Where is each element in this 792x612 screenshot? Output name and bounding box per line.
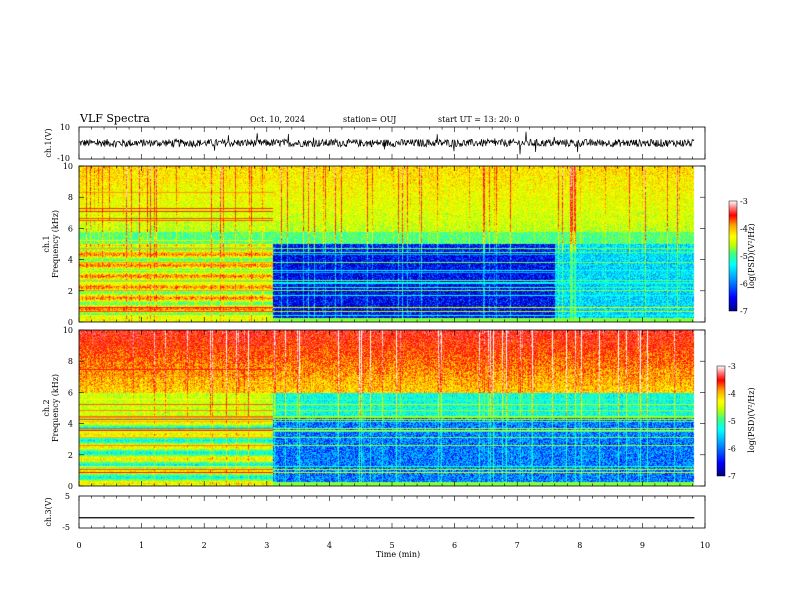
ch1-waveform-line-group [78, 131, 695, 155]
colorbar-tick-label: -3 [728, 362, 736, 371]
ch1-spectrogram-panel: 0 2 4 6 8 10 ch.1 Frequency (kHz) [42, 162, 706, 327]
ch1-waveform-line [78, 131, 695, 155]
ch2-spectrogram-ytick-labels: 0 2 4 6 8 10 [63, 326, 73, 491]
frequency-tick-label: 4 [68, 256, 73, 265]
colorbar-tick-label: -5 [728, 417, 736, 426]
ch1-colorbar: -3 -4 -5 -6 -7 log(PSD)(V²/Hz) [728, 197, 756, 316]
ch1-spectrogram-heatmap [79, 166, 705, 322]
frequency-tick-label: 0 [68, 482, 73, 491]
time-axis-tick-label: 3 [264, 541, 269, 550]
ch1-waveform-ticks [78, 127, 706, 159]
ch2-colorbar-gradient [716, 365, 726, 477]
ch1-waveform-panel: 10 -10 ch.1(V) [44, 123, 706, 163]
colorbar-tick-label: -7 [728, 472, 736, 481]
ch1-colorbar-label: log(PSD)(V²/Hz) [747, 223, 756, 288]
ch2-spectrogram-heatmap [79, 330, 705, 486]
ch1-spectrogram-ticks [78, 165, 706, 323]
colorbar-tick-label: -7 [740, 307, 748, 316]
frequency-tick-label: 10 [63, 326, 73, 335]
frequency-tick-label: 6 [68, 224, 73, 233]
ch3-waveform-ylabel: ch.3(V) [44, 497, 53, 526]
ch1-colorbar-gradient [728, 200, 738, 312]
date-label: Oct. 10, 2024 [250, 115, 305, 124]
ch3-waveform-ticks [78, 496, 706, 528]
frequency-tick-label: 8 [68, 357, 73, 366]
ch1-colorbar-tick-labels: -3 -4 -5 -6 -7 [740, 197, 748, 316]
start-time-label: start UT = 13: 20: 0 [438, 115, 519, 124]
ch2-colorbar: -3 -4 -5 -6 -7 log(PSD)(V²/Hz) [716, 362, 756, 481]
colorbar-tick-label: -4 [740, 225, 748, 234]
colorbar-tick-label: -4 [728, 390, 736, 399]
frequency-tick-label: 10 [63, 162, 73, 171]
ch1-spectrogram-image-holder [79, 166, 705, 322]
ch2-spectrogram-panel: 0 2 4 6 8 10 ch.2 Frequency (kHz) [42, 326, 706, 491]
station-label: station= OUJ [343, 115, 396, 124]
ch2-spectrogram-ylabel-channel: ch.2 [42, 399, 51, 416]
figure-header: VLF Spectra Oct. 10, 2024 station= OUJ s… [79, 112, 519, 125]
ch3-ytick-top: 5 [65, 492, 70, 501]
time-axis-tick-label: 4 [327, 541, 332, 550]
ch2-spectrogram-ticks [78, 329, 706, 487]
ch3-waveform-frame [78, 495, 706, 529]
frequency-tick-label: 2 [68, 287, 73, 296]
time-axis-tick-label: 10 [700, 541, 710, 550]
ch2-colorbar-label: log(PSD)(V²/Hz) [747, 387, 756, 452]
ch1-spectrogram-ylabel-frequency: Frequency (kHz) [51, 210, 60, 278]
time-axis-tick-label: 8 [577, 541, 582, 550]
time-axis-tick-label: 7 [515, 541, 520, 550]
frequency-tick-label: 8 [68, 193, 73, 202]
ch3-ytick-bottom: -5 [62, 523, 70, 532]
colorbar-tick-label: -5 [740, 252, 748, 261]
ch1-spectrogram-ytick-labels: 0 2 4 6 8 10 [63, 162, 73, 327]
ch2-colorbar-tick-labels: -3 -4 -5 -6 -7 [728, 362, 736, 481]
figure-title: VLF Spectra [79, 112, 150, 125]
ch3-waveform-panel: 5 -5 ch.3(V) [44, 492, 706, 532]
colorbar-tick-label: -6 [728, 445, 736, 454]
time-axis-tick-label: 1 [139, 541, 144, 550]
colorbar-tick-label: -3 [740, 197, 748, 206]
time-axis-tick-label: 6 [452, 541, 457, 550]
time-axis-label: Time (min) [376, 550, 420, 559]
frequency-tick-label: 6 [68, 388, 73, 397]
frequency-tick-label: 0 [68, 318, 73, 327]
time-axis-tick-labels: 0 1 2 3 4 5 6 7 8 9 10 [76, 541, 710, 550]
ch2-spectrogram-image-holder [79, 330, 705, 486]
ch2-spectrogram-ylabel-frequency: Frequency (kHz) [51, 374, 60, 442]
frequency-tick-label: 4 [68, 420, 73, 429]
time-axis-tick-label: 9 [640, 541, 645, 550]
ch1-waveform-ylabel: ch.1(V) [44, 128, 53, 157]
ch1-ytick-top: 10 [60, 123, 70, 132]
colorbar-tick-label: -6 [740, 280, 748, 289]
time-axis-tick-label: 2 [202, 541, 207, 550]
time-axis-tick-label: 0 [76, 541, 81, 550]
ch1-spectrogram-ylabel-channel: ch.1 [42, 235, 51, 252]
ch1-ytick-bottom: -10 [57, 154, 70, 163]
frequency-tick-label: 2 [68, 451, 73, 460]
time-axis-tick-label: 5 [389, 541, 394, 550]
